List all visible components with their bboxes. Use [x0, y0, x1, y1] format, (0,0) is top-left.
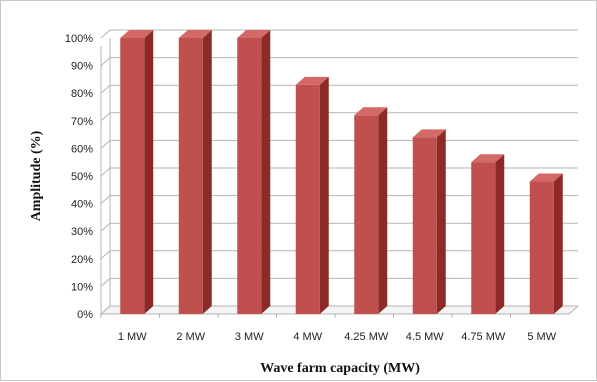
x-tick-label-2: 3 MW — [235, 331, 264, 343]
gridline-depth-30 — [100, 222, 111, 232]
chart-floor — [99, 305, 580, 315]
bar-7 — [529, 181, 554, 314]
x-tick-label-6: 4.75 MW — [461, 331, 506, 343]
y-tick-label-30: 30% — [71, 226, 93, 238]
bar-top-6 — [471, 154, 505, 163]
bar-0 — [120, 38, 145, 314]
y-axis-title: Amplitude (%) — [29, 130, 44, 221]
bar-side-6 — [495, 154, 505, 314]
bar-side-4 — [378, 107, 388, 314]
x-tick-label-5: 4.5 MW — [406, 331, 445, 343]
gridline-depth-50 — [100, 167, 111, 177]
gridline-depth-70 — [100, 112, 111, 122]
bar-2 — [237, 38, 262, 314]
y-tick-label-60: 60% — [71, 143, 93, 155]
y-tick-label-70: 70% — [71, 116, 93, 128]
gridline-depth-40 — [100, 195, 111, 204]
gridline-depth-100 — [100, 29, 111, 39]
x-tick-label-4: 4.25 MW — [344, 331, 389, 343]
bar-top-5 — [412, 129, 446, 138]
bar-6 — [471, 162, 496, 314]
bar-side-2 — [261, 30, 271, 314]
gridline-depth-20 — [100, 250, 111, 260]
y-tick-label-50: 50% — [71, 171, 93, 183]
y-tick-label-10: 10% — [71, 281, 93, 293]
bar-top-2 — [237, 30, 271, 38]
bar-4 — [354, 115, 379, 314]
bar-top-1 — [178, 30, 212, 38]
bar-top-0 — [120, 30, 154, 38]
gridline-depth-60 — [100, 140, 111, 149]
gridline-depth-80 — [100, 84, 111, 94]
bar-side-0 — [144, 30, 154, 314]
bar-top-7 — [529, 173, 563, 182]
x-tick-label-3: 4 MW — [293, 331, 322, 343]
bar-1 — [178, 38, 203, 314]
gridline-depth-90 — [100, 57, 111, 66]
bar-top-4 — [354, 107, 388, 116]
bar-side-5 — [436, 129, 446, 314]
bar-5 — [412, 137, 437, 314]
x-tick-label-1: 2 MW — [176, 331, 205, 343]
x-tick-label-0: 1 MW — [118, 331, 147, 343]
y-tick-label-0: 0% — [77, 309, 93, 321]
bar-3 — [295, 84, 320, 314]
gridline-depth-0 — [100, 305, 111, 315]
x-tick-label-7: 5 MW — [527, 331, 556, 343]
y-tick-label-90: 90% — [71, 61, 93, 73]
y-tick-label-100: 100% — [65, 33, 93, 45]
x-axis-title: Wave farm capacity (MW) — [260, 361, 420, 376]
bar-side-3 — [319, 76, 329, 314]
bar-side-1 — [202, 30, 212, 314]
y-tick-label-40: 40% — [71, 199, 93, 211]
bar-side-7 — [553, 173, 563, 314]
bar-top-3 — [295, 76, 329, 85]
gridline-depth-10 — [100, 278, 111, 287]
y-tick-label-80: 80% — [71, 88, 93, 100]
y-tick-label-20: 20% — [71, 254, 93, 266]
